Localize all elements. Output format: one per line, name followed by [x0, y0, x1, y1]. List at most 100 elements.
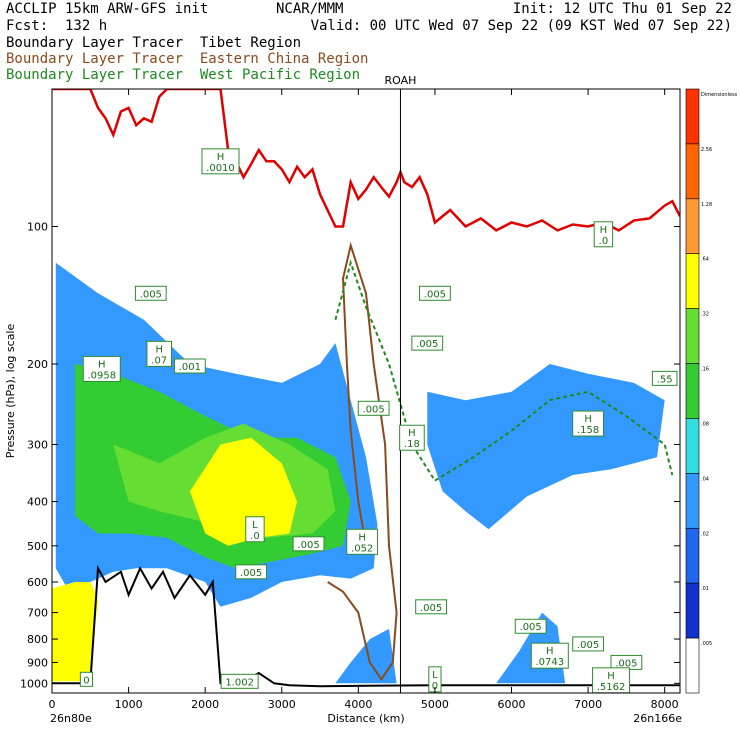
- header-model: ACCLIP 15km ARW-GFS init: [6, 1, 209, 17]
- annotation-box: [419, 285, 451, 301]
- annotation-box: [134, 285, 167, 301]
- y-tick-label: 500: [27, 540, 48, 553]
- annotation-text: .005: [363, 404, 385, 415]
- annotation-box: [357, 400, 390, 416]
- annotation-box: [530, 642, 569, 669]
- annotation-box: [201, 148, 240, 175]
- roah-marker-layer: ROAH: [385, 74, 417, 693]
- contour-annotation-5: .001: [173, 358, 206, 374]
- annotation-box: [411, 335, 444, 351]
- roah-marker-label: ROAH: [385, 74, 417, 87]
- colorbar-level-label: .16: [701, 367, 709, 373]
- annotation-box: [592, 667, 631, 694]
- series-line-0: [52, 564, 680, 688]
- y-axis-title: Pressure (hPa), log scale: [4, 324, 17, 459]
- contour-annotation-15: .005: [235, 564, 268, 580]
- contour-annotation-2: .005: [134, 285, 167, 301]
- annotation-text: H: [408, 428, 416, 439]
- x-end-label: 26n166e: [633, 712, 682, 725]
- contour-annotation-23: H.5162: [592, 667, 631, 694]
- tracer-line-layer: [52, 89, 680, 688]
- contour-annotation-22: 1.002: [220, 673, 259, 689]
- colorbar-swatch: [685, 363, 700, 419]
- annotation-text: H: [607, 671, 615, 682]
- contour-annotation-18: H.0743: [530, 642, 569, 669]
- annotation-box: [146, 340, 173, 367]
- annotation-box: [346, 528, 379, 555]
- x-start-label: 26n80e: [50, 712, 92, 725]
- annotation-text: .005: [615, 658, 637, 669]
- contour-annotation-7: .005: [411, 335, 444, 351]
- contour-annotation-3: H.07: [146, 340, 173, 367]
- series-line-2: [334, 259, 674, 482]
- annotation-box: [235, 564, 268, 580]
- annotation-box: [572, 636, 604, 652]
- contour-annotation-4: H.0958: [82, 355, 121, 382]
- colorbar-swatch: [685, 308, 700, 364]
- annotation-text: H: [155, 344, 163, 355]
- annotation-box: [82, 355, 121, 382]
- annotation-box: [79, 671, 94, 687]
- contour-annotation-16: .005: [415, 599, 447, 615]
- y-tick-label: 200: [27, 358, 48, 371]
- annotation-text: .005: [577, 640, 599, 651]
- contour-annotation-0: H.0010: [201, 148, 240, 175]
- x-tick-label: 1000: [115, 698, 143, 711]
- field-region-3: [427, 364, 665, 530]
- colorbar-swatch: [685, 473, 700, 529]
- legend-tibet: Boundary Layer Tracer Tibet Region: [6, 35, 302, 51]
- colorbar-level-label: .32: [701, 312, 709, 318]
- plot-frame: [51, 88, 681, 694]
- annotation-text: .18: [404, 439, 420, 450]
- annotation-text: H: [98, 359, 106, 370]
- series-line-1: [327, 241, 398, 682]
- colorbar-level-label: 2.56: [701, 147, 712, 153]
- y-tick-label: 900: [27, 656, 48, 669]
- tracer-field-layer: [52, 226, 673, 684]
- annotation-text: .0743: [535, 657, 564, 668]
- field-region-9: [335, 628, 397, 684]
- y-tick-label: 400: [27, 496, 48, 509]
- x-tick-label: 2000: [191, 698, 219, 711]
- annotation-text: 0: [432, 681, 438, 692]
- x-tick-label: 0: [49, 698, 56, 711]
- annotation-box: [399, 424, 425, 451]
- annotation-text: .005: [424, 289, 446, 300]
- colorbar-level-label: 1.28: [701, 202, 712, 208]
- colorbar-level-label: .01: [701, 586, 709, 592]
- x-tick-label: 3000: [268, 698, 296, 711]
- colorbar-level-label: .64: [701, 257, 709, 263]
- y-tick-label: 600: [27, 576, 48, 589]
- colorbar-level-label: .02: [701, 531, 709, 537]
- colorbar-level-label: .04: [701, 476, 709, 482]
- header-valid: Valid: 00 UTC Wed 07 Sep 22 (09 KST Wed …: [310, 18, 732, 34]
- colorbar-swatch: [685, 143, 700, 200]
- y-tick-label: 300: [27, 438, 48, 451]
- x-tick-label: 5000: [421, 698, 449, 711]
- contour-annotation-13: .005: [292, 536, 325, 552]
- annotation-text: L: [252, 520, 258, 531]
- x-tick-label: 8000: [651, 698, 679, 711]
- legend-eastern-china: Boundary Layer Tracer Eastern China Regi…: [6, 51, 369, 67]
- annotation-box: [173, 358, 206, 374]
- annotation-text: H: [358, 532, 366, 543]
- y-tick-label: 1000: [20, 677, 48, 690]
- annotation-text: .0010: [206, 163, 235, 174]
- annotation-box: [245, 516, 265, 543]
- annotation-text: L: [432, 670, 438, 681]
- x-tick-label: 6000: [498, 698, 526, 711]
- annotation-text: .158: [577, 425, 599, 436]
- colorbar-swatch: [685, 88, 700, 145]
- colorbar-swatch: [685, 637, 700, 694]
- annotation-text: .0: [250, 531, 260, 542]
- header-fcst: Fcst: 132 h: [6, 18, 108, 34]
- annotation-box: [572, 410, 604, 437]
- red-contour-line: [52, 89, 680, 232]
- colorbar-swatch: [685, 582, 700, 639]
- colorbar-level-label: .08: [701, 421, 709, 427]
- colorbar-swatch: [685, 253, 700, 309]
- annotation-text: .005: [297, 540, 319, 551]
- annotation-text: .001: [179, 362, 201, 373]
